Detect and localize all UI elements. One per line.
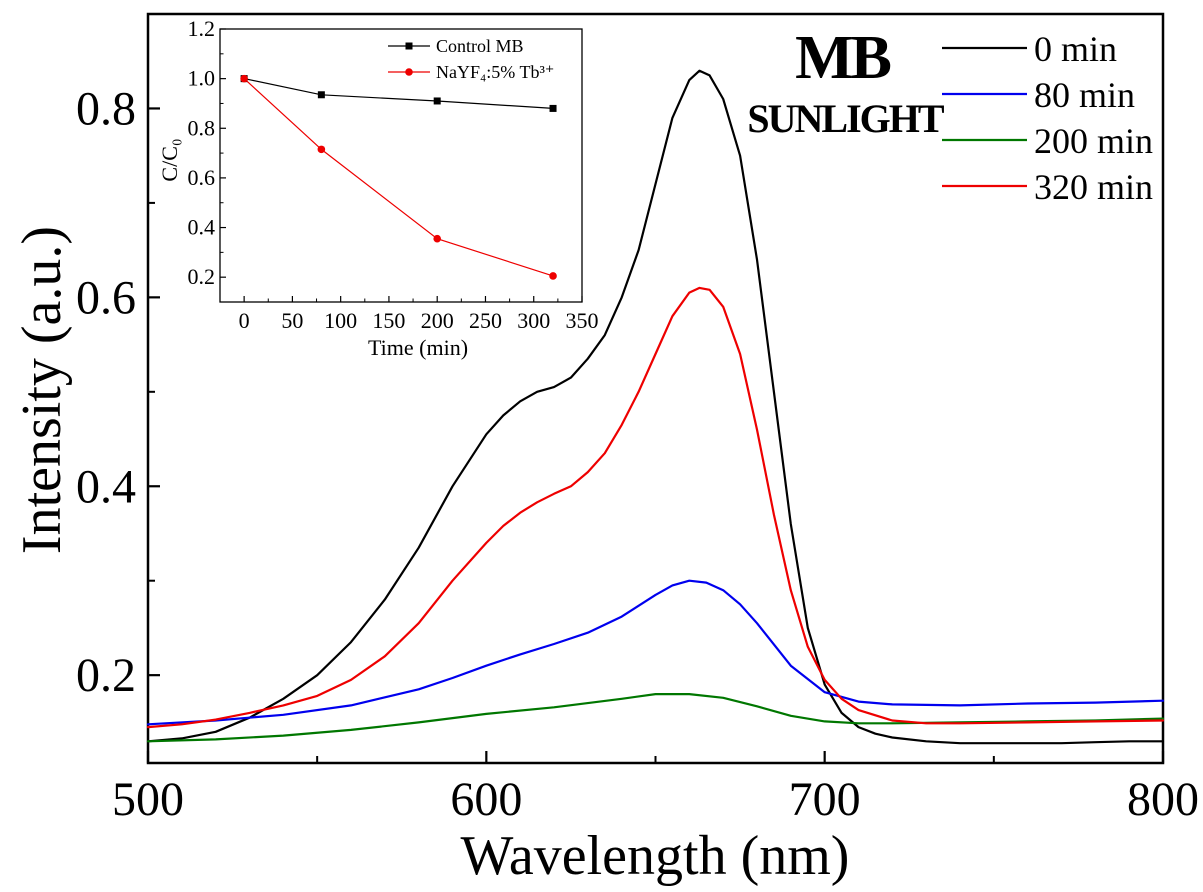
x-tick-label: 500 [112, 773, 184, 826]
y-tick-label: 0.8 [76, 82, 136, 135]
legend-label: 200 min [1034, 121, 1153, 161]
x-tick-label: 700 [789, 773, 861, 826]
inset-data-point [433, 235, 441, 243]
inset-x-tick-label: 200 [421, 308, 454, 333]
inset-x-tick-label: 50 [281, 308, 303, 333]
inset-data-point [240, 75, 248, 83]
inset-y-tick-label: 0.8 [188, 115, 216, 140]
inset-data-point [434, 97, 441, 104]
x-tick-label: 800 [1127, 773, 1199, 826]
inset-x-tick-label: 100 [324, 308, 357, 333]
inset-y-tick-label: 1.0 [188, 66, 216, 91]
inset-plot: 0 50 100 150 200 250 300 3500.20.40.60.81.01.2 … [157, 16, 599, 360]
y-tick-label: 0.2 [76, 649, 136, 702]
chart-title: MB [795, 24, 891, 92]
legend-label: 320 min [1034, 167, 1153, 207]
legend-item-80-min: 80 min [942, 75, 1135, 115]
inset-y-tick-label: 1.2 [188, 16, 216, 41]
legend-label: 0 min [1034, 29, 1117, 69]
x-tick-label: 600 [450, 773, 522, 826]
inset-data-point [550, 105, 557, 112]
y-tick-label: 0.4 [76, 460, 136, 513]
inset-legend-label: NaYF₄:5% Tb³⁺ [436, 62, 554, 82]
inset-x-tick-label: 150 [372, 308, 405, 333]
legend-item-0-min: 0 min [942, 29, 1117, 69]
inset-legend-marker [406, 43, 413, 50]
legend-item-200-min: 200 min [942, 121, 1153, 161]
inset-x-tick-label: 250 [469, 308, 502, 333]
inset-y-tick-label: 0.6 [188, 165, 216, 190]
inset-x-tick-label: 350 [566, 308, 599, 333]
chart-subtitle: SUNLIGHT [747, 96, 944, 141]
x-axis-label: Wavelength (nm) [461, 825, 850, 887]
series-line-320-min [148, 288, 1163, 727]
inset-y-axis-label: C/C₀ [157, 138, 182, 181]
inset-data-point [549, 272, 557, 280]
inset-y-tick-label: 0.4 [188, 215, 216, 240]
inset-data-point [318, 146, 326, 154]
inset-legend-marker [405, 68, 413, 76]
legend-label: 80 min [1034, 75, 1135, 115]
inset-y-tick-label: 0.2 [188, 264, 216, 289]
main-legend: 0 min 80 min 200 min 320 min [942, 29, 1153, 207]
y-tick-label: 0.6 [76, 271, 136, 324]
inset-x-tick-label: 300 [517, 308, 550, 333]
inset-data-point [318, 91, 325, 98]
inset-legend-label: Control MB [436, 36, 524, 56]
series-line-80-min [148, 581, 1163, 725]
inset-x-tick-label: 0 [239, 308, 250, 333]
inset-x-axis-label: Time (min) [368, 335, 468, 360]
y-axis-label: Intensity (a.u.) [11, 226, 73, 554]
legend-item-320-min: 320 min [942, 167, 1153, 207]
